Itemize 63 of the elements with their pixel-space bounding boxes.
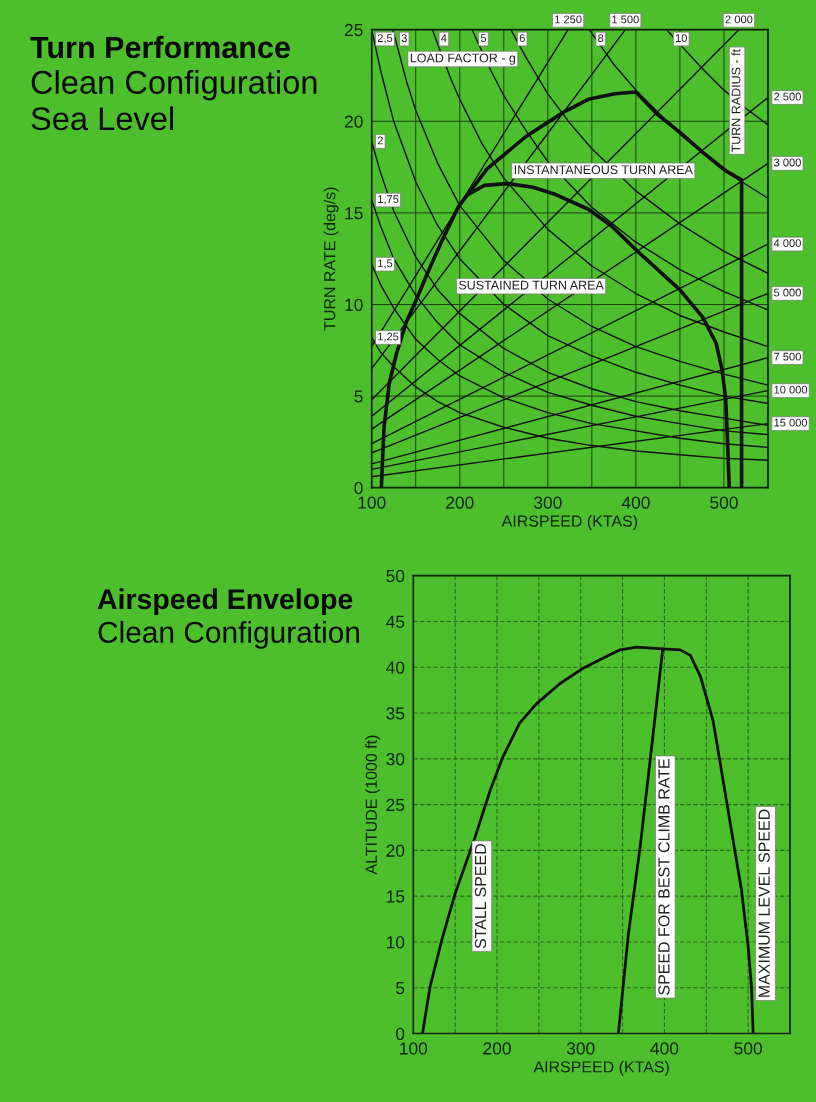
series-label: 3 [401, 34, 407, 43]
x-tick-label: 300 [566, 1042, 595, 1055]
series-label: 1 250 [555, 15, 582, 24]
series-label: 10 000 [774, 385, 808, 394]
y-tick-label: 20 [344, 115, 363, 128]
y-tick-label: 45 [386, 615, 405, 628]
text: Clean Configuration Sea Level [31, 70, 317, 131]
y-tick-label: 35 [386, 707, 405, 720]
x-axis-title: AIRSPEED (KTAS) [533, 1060, 669, 1076]
annotation: MAXIMUM LEVEL SPEED [758, 809, 770, 997]
y-tick-label: 0 [395, 1027, 405, 1040]
series-label: 4 [441, 34, 447, 42]
x-tick-label: 100 [358, 496, 386, 509]
text: Clean Configuration [98, 621, 359, 649]
series-label: 7 500 [774, 352, 801, 361]
annotation: SUSTAINED TURN AREA [458, 280, 604, 290]
y-tick-label: 5 [396, 982, 405, 995]
y-tick-label: 15 [345, 207, 363, 220]
y-axis-title: TURN RATE (deg/s) [323, 187, 339, 331]
x-tick-label: 200 [483, 1042, 511, 1055]
x-tick-label: 100 [400, 1042, 428, 1055]
series-label: 2 500 [774, 92, 801, 101]
series-label: 2,5 [377, 34, 393, 44]
x-tick-label: 500 [734, 1042, 762, 1055]
y-tick-label: 25 [344, 23, 363, 37]
y-tick-label: 15 [386, 890, 405, 903]
x-tick-label: 200 [446, 496, 474, 509]
y-tick-label: 5 [354, 390, 363, 403]
annotation: TURN RADIUS - ft [731, 49, 741, 153]
y-tick-label: 40 [386, 661, 405, 674]
series-label: 15 000 [774, 418, 808, 427]
y-tick-label: 30 [386, 752, 405, 766]
y-tick-label: 0 [354, 481, 363, 495]
y-tick-label: 25 [386, 798, 405, 812]
y-axis-title: ALTITUDE (1000 ft) [365, 735, 381, 875]
annotation: SPEED FOR BEST CLIMB RATE [658, 758, 670, 995]
series-label: 5 000 [774, 288, 801, 297]
series-label: 1,75 [378, 195, 399, 205]
annotation: LOAD FACTOR - g [410, 53, 516, 65]
series-label: 4 000 [773, 239, 801, 248]
x-tick-label: 300 [534, 496, 562, 509]
series-label: 1,25 [378, 332, 399, 342]
chart-title: Airspeed Envelope [97, 588, 353, 615]
y-tick-label: 10 [345, 298, 363, 311]
series-label: 2 [377, 136, 383, 145]
series-label: 1 500 [612, 15, 639, 24]
y-tick-label: 20 [386, 844, 405, 857]
x-tick-label: 400 [650, 1042, 679, 1055]
series-label: 6 [519, 34, 525, 43]
series-label: 1,5 [378, 259, 393, 269]
y-tick-label: 50 [386, 569, 405, 583]
series-label: 3 000 [773, 158, 801, 167]
annotation: STALL SPEED [474, 844, 487, 949]
y-tick-label: 10 [386, 936, 405, 949]
annotation: INSTANTANEOUS TURN AREA [514, 165, 693, 175]
series-label: 10 [675, 34, 687, 43]
series-label: 8 [598, 34, 604, 43]
series-label: 5 [480, 34, 487, 43]
x-tick-label: 500 [710, 496, 738, 509]
series-label: 2 000 [725, 15, 753, 24]
x-axis-title: AIRSPEED (KTAS) [501, 514, 638, 530]
x-tick-label: 400 [621, 496, 650, 509]
chart-title: Turn Performance [30, 35, 290, 59]
